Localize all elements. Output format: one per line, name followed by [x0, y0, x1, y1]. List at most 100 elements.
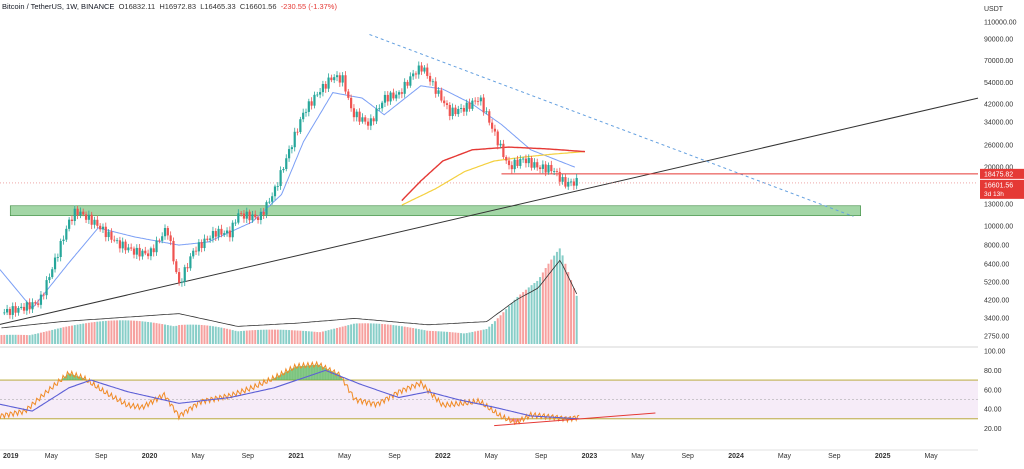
candle-body [524, 158, 528, 164]
volume-bar [372, 323, 375, 344]
candle-body [31, 302, 34, 310]
ohlc-high: H16972.83 [159, 2, 197, 11]
rsi-tick-label: 60.00 [984, 387, 1002, 394]
candle-body [437, 90, 440, 94]
axes: USDT 110000.00 90000.00 70000.00 54000.00 420… [3, 6, 1024, 460]
volume-bar [226, 328, 229, 344]
volume-bar [381, 323, 384, 344]
candle-body [440, 90, 443, 101]
price-tick-label: 110000.00 [984, 20, 1017, 27]
candle-body [409, 76, 412, 86]
volume-bar [265, 329, 268, 344]
time-label-year: 2021 [288, 453, 304, 460]
time-label-month: Sep [242, 453, 255, 460]
candle-body [104, 226, 107, 238]
candle-body [245, 211, 248, 219]
candle-body [56, 257, 59, 258]
volume-bar [99, 321, 102, 344]
candle-body [110, 231, 113, 240]
volume-bar [141, 321, 144, 344]
volume-bar [101, 321, 104, 344]
chart-overlays [0, 34, 979, 325]
candle-body [333, 77, 336, 81]
candle-body [502, 143, 505, 158]
candle-body [51, 269, 54, 278]
candle-body [572, 181, 575, 186]
price-tick-label: 10000.00 [984, 224, 1013, 231]
time-label-year: 2020 [142, 453, 158, 460]
volume-bar [429, 330, 432, 344]
candle-body [189, 256, 192, 269]
volume-bar [282, 329, 285, 344]
candle-body [144, 250, 147, 254]
time-label-month: Sep [681, 453, 694, 460]
rsi-pane [0, 360, 978, 427]
candle-body [428, 75, 432, 82]
volume-bar [127, 320, 130, 344]
candle-body [90, 214, 93, 225]
candle-body [381, 102, 384, 109]
time-label-year: 2025 [875, 453, 891, 460]
rsi-tick-label: 100.00 [984, 349, 1006, 356]
candle-body [194, 250, 198, 252]
candle-body [180, 281, 184, 283]
volume-bar [39, 332, 42, 344]
volume-bars [0, 248, 578, 344]
candle-body [82, 211, 85, 215]
candle-body [372, 118, 375, 122]
volume-bar [437, 331, 440, 344]
candle-body [485, 111, 488, 113]
candle-body [234, 222, 237, 224]
candle-body [341, 75, 344, 83]
candle-body [158, 240, 161, 242]
candle-body [87, 214, 90, 220]
volume-bar [412, 328, 415, 344]
candle-body [465, 102, 468, 112]
candle-body [499, 143, 502, 146]
candle-body [513, 159, 516, 170]
candle-body [462, 107, 466, 112]
volume-bar [409, 327, 412, 344]
volume-bar [23, 334, 26, 344]
candle-body [200, 242, 203, 249]
candle-body [491, 122, 494, 129]
volume-bar [65, 326, 68, 344]
candle-body [414, 73, 418, 75]
candle-body [285, 158, 288, 169]
rsi-rising-trendline[interactable] [494, 412, 656, 427]
support-zone[interactable] [9, 205, 861, 217]
volume-bar [135, 320, 138, 344]
price-tick-label: 90000.00 [984, 37, 1013, 44]
volume-bar [333, 328, 336, 344]
candle-body [17, 307, 20, 313]
volume-bar [533, 282, 536, 344]
volume-bar [76, 324, 79, 344]
candle-body [124, 241, 127, 251]
volume-bar [248, 330, 251, 344]
volume-bar [310, 331, 313, 344]
candle-body [39, 294, 43, 305]
volume-bar [572, 288, 575, 344]
candle-body [276, 186, 279, 187]
volume-bar [20, 334, 23, 344]
volume-bar [491, 323, 494, 344]
candle-body [338, 75, 341, 83]
candlesticks [3, 61, 578, 320]
descending-trendline[interactable] [369, 34, 854, 217]
volume-bar [299, 330, 302, 344]
volume-bar [352, 323, 355, 344]
candle-body [366, 121, 370, 126]
symbol-name[interactable]: Bitcoin / TetherUS, 1W, BINANCE [2, 2, 115, 11]
ascending-trendline[interactable] [0, 97, 979, 325]
candle-body [550, 164, 553, 172]
volume-bar [344, 325, 347, 344]
bar-countdown-label: 3d 13h [984, 191, 1004, 198]
volume-bar [251, 330, 254, 344]
candle-body [22, 306, 26, 311]
symbol-header: Bitcoin / TetherUS, 1W, BINANCE O16832.1… [2, 2, 337, 11]
volume-bar [367, 323, 370, 344]
volume-bar [209, 325, 212, 344]
volume-bar [477, 330, 480, 344]
